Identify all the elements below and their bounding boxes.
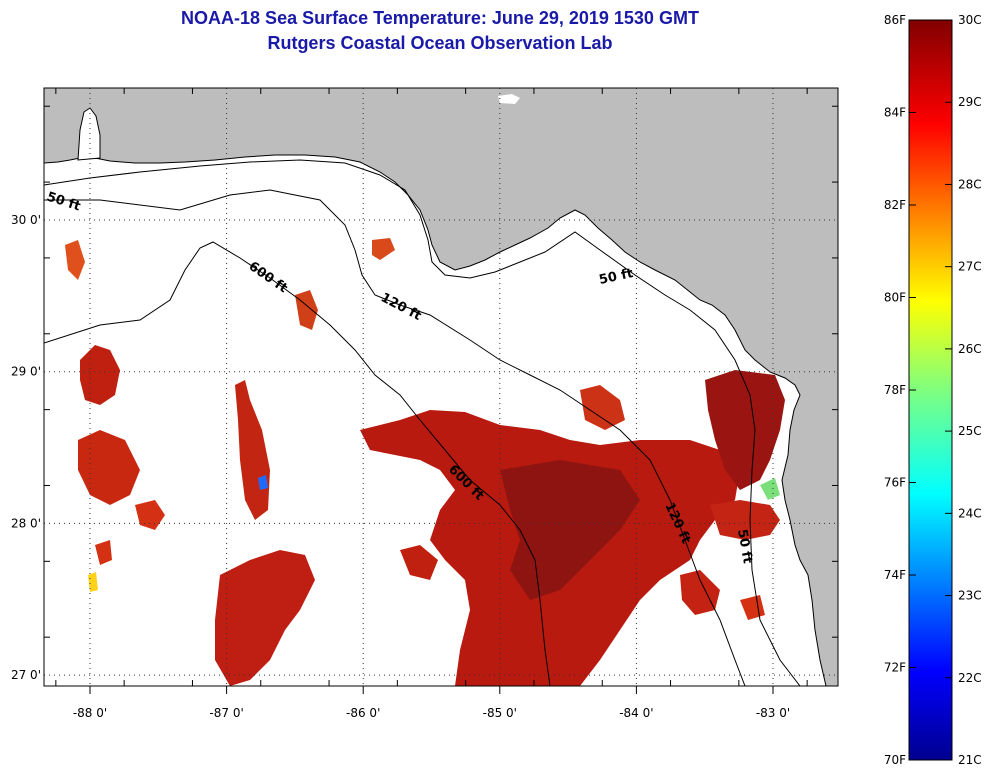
sst-patch-west3 <box>135 500 165 530</box>
latitude-label: 28 0' <box>11 516 41 530</box>
contour-50ft <box>44 159 801 686</box>
longitude-label: -87 0' <box>209 706 243 720</box>
sst-patch-ne-coast <box>580 385 625 430</box>
sst-patch-se <box>710 500 780 540</box>
colorbar-label-c: 21C <box>958 753 982 767</box>
latitude-labels: 30 0' 29 0' 28 0' 27 0' <box>11 213 41 682</box>
sst-patch-north2 <box>65 240 85 280</box>
sst-patch-bigbend <box>705 370 785 490</box>
sst-patch-east-lower <box>680 570 720 615</box>
longitude-label: -84 0' <box>619 706 653 720</box>
colorbar-label-c: 22C <box>958 671 982 685</box>
longitude-label: -85 0' <box>483 706 517 720</box>
latitude-label: 29 0' <box>11 365 41 379</box>
colorbar <box>908 19 953 761</box>
colorbar-fahrenheit-labels: 86F 84F 82F 80F 78F 76F 74F 72F 70F <box>884 13 906 767</box>
map-subtitle: Rutgers Coastal Ocean Observation Lab <box>267 33 613 53</box>
longitude-label: -83 0' <box>756 706 790 720</box>
sst-patch-hot-core <box>500 460 640 600</box>
sst-patch-mid-small <box>400 545 438 580</box>
latitude-label: 27 0' <box>11 668 41 682</box>
colorbar-label-c: 29C <box>958 95 982 109</box>
colorbar-label-c: 26C <box>958 342 982 356</box>
colorbar-celsius-labels: 30C 29C 28C 27C 26C 25C 24C 23C 22C 21C <box>958 13 982 767</box>
colorbar-label-f: 72F <box>884 661 906 675</box>
depth-contours <box>44 159 801 686</box>
longitude-labels: -88 0' -87 0' -86 0' -85 0' -84 0' -83 0' <box>73 706 790 720</box>
sst-patch-coast-120 <box>372 238 395 260</box>
latitude-label: 30 0' <box>11 213 41 227</box>
colorbar-label-f: 70F <box>884 753 906 767</box>
sst-data-layer <box>65 238 785 686</box>
map-frame-ticks <box>44 88 838 694</box>
inland-lake <box>498 94 520 104</box>
colorbar-ticks <box>909 19 952 761</box>
colorbar-label-c: 24C <box>958 506 982 520</box>
colorbar-label-f: 80F <box>884 291 906 305</box>
colorbar-label-f: 74F <box>884 568 906 582</box>
colorbar-label-f: 78F <box>884 383 906 397</box>
colorbar-label-f: 76F <box>884 476 906 490</box>
colorbar-label-f: 84F <box>884 106 906 120</box>
sst-patch-cool1 <box>88 572 98 592</box>
map-frame <box>43 87 839 687</box>
contour-120ft <box>44 189 746 686</box>
mobile-bay <box>77 107 101 161</box>
colorbar-label-c: 25C <box>958 424 982 438</box>
sst-patch-west4 <box>95 540 112 565</box>
sst-patch-west1 <box>80 345 120 405</box>
depth-label-50ft-east: 50 ft <box>598 266 635 288</box>
colorbar-label-f: 82F <box>884 198 906 212</box>
colorbar-label-c: 23C <box>958 589 982 603</box>
sst-patch-south-sw <box>215 550 315 686</box>
colorbar-label-c: 30C <box>958 13 982 27</box>
longitude-label: -88 0' <box>73 706 107 720</box>
contour-600ft <box>44 241 551 686</box>
depth-label-50ft-south: 50 ft <box>734 528 755 565</box>
sst-patch-cool2 <box>760 478 780 500</box>
colorbar-label-c: 27C <box>958 260 982 274</box>
land-mass <box>44 88 838 686</box>
map-title: NOAA-18 Sea Surface Temperature: June 29… <box>181 8 699 28</box>
sst-patch-cool3 <box>258 475 268 490</box>
colorbar-label-f: 86F <box>884 13 906 27</box>
sst-patch-west2 <box>78 430 140 505</box>
colorbar-label-c: 28C <box>958 177 982 191</box>
longitude-label: -86 0' <box>346 706 380 720</box>
